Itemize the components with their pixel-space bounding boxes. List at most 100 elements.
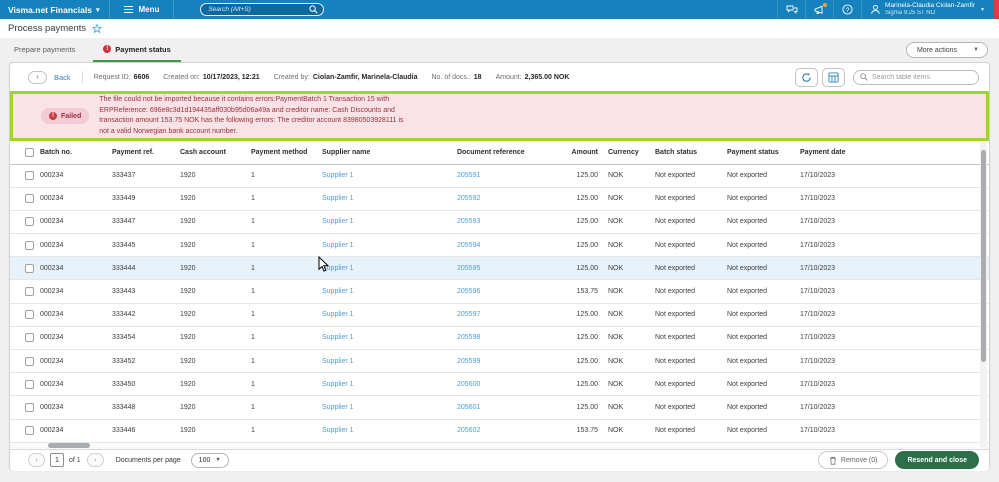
cell-supplier[interactable]: Supplier 1 [322, 233, 457, 258]
favorite-star-icon[interactable] [92, 23, 103, 34]
cell-doc[interactable]: 205591 [457, 164, 567, 188]
table-row-6[interactable]: 000234 333443 1920 1 Supplier 1 205596 153.75 N… [10, 279, 989, 304]
column-header-amount[interactable]: Amount [567, 141, 608, 165]
column-header-payment_status[interactable]: Payment status [727, 141, 800, 165]
cell-supplier[interactable]: Supplier 1 [322, 303, 457, 327]
table-search-input[interactable] [872, 73, 972, 81]
cell-doc[interactable]: 205600 [457, 372, 567, 397]
row-checkbox[interactable] [25, 217, 34, 227]
row-checkbox[interactable] [25, 171, 34, 181]
refresh-button[interactable] [795, 67, 818, 87]
column-header-cash[interactable]: Cash account [180, 141, 251, 165]
cell-doc[interactable]: 205593 [457, 210, 567, 235]
cell-doc[interactable]: 205598 [457, 326, 567, 351]
column-header-doc[interactable]: Document reference [457, 141, 567, 165]
cell-doc[interactable]: 205595 [457, 256, 567, 281]
global-search-input[interactable] [208, 6, 310, 13]
cell-doc[interactable]: 205596 [457, 279, 567, 304]
payments-table: Batch no. Payment ref. Cash account Payment… [10, 141, 989, 443]
table-row-11[interactable]: 000234 333448 1920 1 Supplier 1 205601 125.00 N… [10, 395, 989, 420]
cell-doc[interactable]: 205592 [457, 187, 567, 211]
user-org: Sigma 9.25 ST NO [885, 9, 936, 16]
cell-supplier[interactable]: Supplier 1 [322, 210, 457, 235]
column-header-method[interactable]: Payment method [251, 141, 322, 165]
cell-supplier[interactable]: Supplier 1 [322, 349, 457, 374]
row-checkbox[interactable] [25, 356, 34, 366]
cell-supplier[interactable]: Supplier 1 [322, 372, 457, 397]
column-header-date[interactable]: Payment date [800, 141, 890, 165]
per-page-select[interactable]: 100 ▼ [190, 452, 229, 468]
more-actions-button[interactable]: More actions ▼ [905, 42, 988, 58]
row-checkbox[interactable] [25, 379, 34, 389]
table-row-1[interactable]: 000234 333437 1920 1 Supplier 1 205591 125.00 N… [10, 164, 989, 188]
table-settings-button[interactable] [822, 67, 845, 87]
cell-doc[interactable]: 205602 [457, 419, 567, 443]
cell-doc[interactable]: 205601 [457, 395, 567, 420]
cell-date: 17/10/2023 [800, 326, 890, 351]
cell-doc[interactable]: 205594 [457, 233, 567, 258]
announcements-button[interactable] [805, 0, 833, 19]
table-search[interactable] [853, 69, 979, 85]
cell-batch: 000234 [40, 164, 112, 188]
back-link[interactable]: Back [54, 72, 71, 82]
prev-page-button[interactable]: ‹ [28, 453, 45, 468]
column-header-supplier[interactable]: Supplier name [322, 141, 457, 165]
cell-date: 17/10/2023 [800, 372, 890, 397]
back-chevron-button[interactable]: ‹ [28, 70, 47, 84]
row-checkbox[interactable] [25, 310, 34, 320]
menu-button[interactable]: Menu [109, 0, 175, 19]
table-row-4[interactable]: 000234 333445 1920 1 Supplier 1 205594 125.00 N… [10, 233, 989, 258]
row-checkbox[interactable] [25, 402, 34, 412]
cell-supplier[interactable]: Supplier 1 [322, 279, 457, 304]
column-header-batch[interactable]: Batch no. [40, 141, 112, 165]
table-row-12[interactable]: 000234 333446 1920 1 Supplier 1 205602 153.75 N… [10, 419, 989, 443]
row-checkbox[interactable] [25, 263, 34, 273]
table-row-8[interactable]: 000234 333454 1920 1 Supplier 1 205598 125.00 N… [10, 326, 989, 351]
global-search[interactable] [200, 3, 325, 16]
cell-ref: 333445 [112, 233, 180, 258]
cell-currency: NOK [608, 395, 655, 420]
cell-doc[interactable]: 205597 [457, 303, 567, 327]
cell-filler [890, 279, 989, 304]
table-row-7[interactable]: 000234 333442 1920 1 Supplier 1 205597 125.00 N… [10, 303, 989, 327]
cell-supplier[interactable]: Supplier 1 [322, 419, 457, 443]
vertical-scrollbar[interactable] [980, 141, 987, 448]
horizontal-scrollbar[interactable] [10, 442, 989, 449]
column-header-currency[interactable]: Currency [608, 141, 655, 165]
select-all-checkbox[interactable] [25, 147, 34, 157]
table-row-2[interactable]: 000234 333449 1920 1 Supplier 1 205592 125.00 N… [10, 187, 989, 211]
row-checkbox[interactable] [25, 287, 34, 297]
next-page-button[interactable]: › [86, 453, 104, 468]
remove-button[interactable]: Remove (0) [817, 451, 889, 470]
collaboration-button[interactable] [777, 0, 805, 19]
tab-prepare-payments[interactable]: Prepare payments [4, 38, 85, 62]
table-row-10[interactable]: 000234 333450 1920 1 Supplier 1 205600 125.00 N… [10, 372, 989, 397]
cell-supplier[interactable]: Supplier 1 [322, 187, 457, 211]
brand-menu[interactable]: Visma.net Financials ▾ [0, 0, 109, 19]
resend-and-close-button[interactable]: Resend and close [895, 451, 979, 470]
table-row-9[interactable]: 000234 333452 1920 1 Supplier 1 205599 125.00 N… [10, 349, 989, 374]
cell-payment_status: Not exported [727, 419, 800, 443]
cell-doc[interactable]: 205599 [457, 349, 567, 374]
cell-supplier[interactable]: Supplier 1 [322, 395, 457, 420]
scrollbar-thumb[interactable] [981, 150, 986, 362]
column-header-ref[interactable]: Payment ref. [112, 141, 180, 165]
table-row-5[interactable]: 000234 333444 1920 1 Supplier 1 205595 125.00 N… [10, 256, 989, 281]
row-checkbox[interactable] [25, 194, 34, 204]
column-header-batch_status[interactable]: Batch status [655, 141, 727, 165]
table-row-3[interactable]: 000234 333447 1920 1 Supplier 1 205593 125.00 N… [10, 210, 989, 235]
cell-supplier[interactable]: Supplier 1 [322, 256, 457, 281]
cell-batch_status: Not exported [655, 326, 727, 351]
page-number-input[interactable]: 1 [50, 453, 64, 468]
cell-supplier[interactable]: Supplier 1 [322, 326, 457, 351]
cell-supplier[interactable]: Supplier 1 [322, 164, 457, 188]
cell-filler [890, 303, 989, 327]
row-checkbox-cell [10, 187, 40, 211]
help-button[interactable]: ? [833, 0, 861, 19]
tab-payment-status[interactable]: ! Payment status [93, 38, 181, 62]
row-checkbox[interactable] [25, 426, 34, 436]
scrollbar-thumb[interactable] [48, 443, 90, 449]
row-checkbox[interactable] [25, 240, 34, 250]
user-menu[interactable]: Marinela-Claudia Ciolan-Zamfir Sigma 9.2… [861, 0, 994, 19]
row-checkbox[interactable] [25, 333, 34, 343]
